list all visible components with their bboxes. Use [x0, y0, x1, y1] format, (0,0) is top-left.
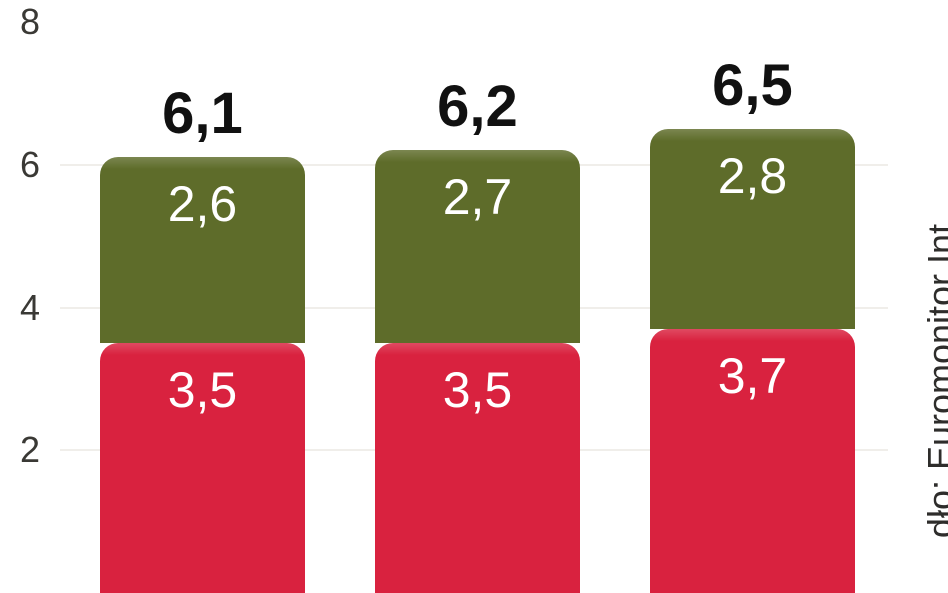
- y-tick-8: 8: [0, 1, 40, 43]
- bar-1-bottom-label: 3,5: [168, 365, 238, 415]
- bar-3-total-label: 6,5: [650, 57, 855, 115]
- bar-3-bottom-label: 3,7: [718, 351, 788, 401]
- source-credit: dło: Euromonitor Int: [920, 224, 948, 538]
- bar-2-total-label: 6,2: [375, 78, 580, 136]
- bar-3: 2,8 3,7 6,5: [650, 0, 855, 593]
- bar-2: 2,7 3,5 6,2: [375, 0, 580, 593]
- bar-2-top-segment: 2,7: [375, 150, 580, 343]
- bar-3-top-segment: 2,8: [650, 129, 855, 329]
- bar-3-top-label: 2,8: [718, 151, 788, 201]
- bar-1-bottom-segment: 3,5: [100, 343, 305, 593]
- bar-3-bottom-segment: 3,7: [650, 329, 855, 593]
- bar-1-total-label: 6,1: [100, 85, 305, 143]
- y-tick-4: 4: [0, 287, 40, 329]
- bar-2-bottom-segment: 3,5: [375, 343, 580, 593]
- bar-2-top-label: 2,7: [443, 172, 513, 222]
- bar-1-top-segment: 2,6: [100, 157, 305, 343]
- y-tick-6: 6: [0, 144, 40, 186]
- bar-1-top-label: 2,6: [168, 179, 238, 229]
- bar-2-bottom-label: 3,5: [443, 365, 513, 415]
- plot-area: 2,6 3,5 6,1 2,7 3,5 6,2 2,8 3,7: [60, 0, 888, 593]
- y-tick-2: 2: [0, 429, 40, 471]
- bar-1: 2,6 3,5 6,1: [100, 0, 305, 593]
- stacked-bar-chart: 8 6 4 2 2,6 3,5 6,1 2,7 3,5: [0, 0, 948, 593]
